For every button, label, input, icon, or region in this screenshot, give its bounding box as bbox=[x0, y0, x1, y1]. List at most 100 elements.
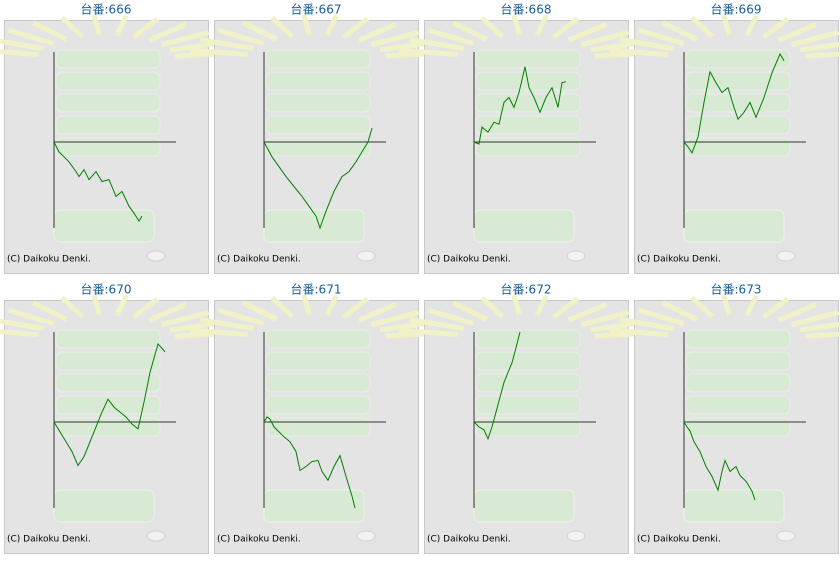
decor-ray bbox=[637, 307, 685, 326]
decor-ray bbox=[511, 294, 522, 316]
decor-box bbox=[265, 93, 371, 113]
decor-tray bbox=[473, 489, 575, 523]
decor-box bbox=[265, 395, 371, 415]
decor-box bbox=[55, 71, 161, 91]
panel-title: 台番:673 bbox=[711, 282, 762, 297]
decor-box bbox=[475, 49, 581, 69]
decor-ray bbox=[409, 317, 465, 332]
decor-coin bbox=[776, 250, 796, 262]
panel-title: 台番:669 bbox=[711, 2, 762, 17]
panel: (C) Daikoku Denki. bbox=[608, 294, 840, 554]
decor-ray bbox=[31, 20, 68, 42]
panel-title: 台番:668 bbox=[501, 2, 552, 17]
data-line bbox=[263, 416, 356, 509]
decor-ray bbox=[270, 295, 294, 319]
decor-tray bbox=[683, 489, 785, 523]
decor-ray bbox=[480, 295, 504, 319]
decor-box bbox=[55, 351, 161, 371]
decor-ray bbox=[762, 16, 790, 40]
decor-tray bbox=[473, 209, 575, 243]
decor-ray bbox=[580, 309, 630, 328]
decor-tray bbox=[263, 209, 365, 243]
decor-ray bbox=[744, 14, 759, 37]
decor-ray bbox=[0, 318, 45, 332]
decor-ray bbox=[357, 302, 397, 323]
decor-box bbox=[55, 395, 161, 415]
decor-coin bbox=[146, 250, 166, 262]
copyright: (C) Daikoku Denki. bbox=[217, 255, 301, 265]
decor-ray bbox=[619, 37, 675, 52]
decor-ray bbox=[132, 16, 160, 40]
decor-ray bbox=[805, 331, 840, 339]
data-line bbox=[53, 342, 166, 467]
decor-box bbox=[265, 115, 371, 135]
decor-box bbox=[685, 93, 791, 113]
decor-ray bbox=[580, 29, 630, 48]
decor-ray bbox=[762, 296, 790, 320]
decor-ray bbox=[324, 14, 339, 37]
data-line bbox=[473, 331, 521, 441]
copyright: (C) Daikoku Denki. bbox=[637, 535, 721, 545]
decor-ray bbox=[661, 300, 698, 322]
decor-ray bbox=[398, 47, 458, 58]
decor-ray bbox=[60, 295, 84, 319]
data-line bbox=[473, 66, 567, 145]
decor-box bbox=[475, 373, 581, 393]
decor-ray bbox=[777, 22, 817, 43]
panel-title: 台番:666 bbox=[81, 2, 132, 17]
decor-ray bbox=[301, 14, 312, 36]
decor-tray bbox=[53, 489, 155, 523]
decor-ray bbox=[552, 16, 580, 40]
decor-ray bbox=[534, 294, 549, 317]
decor-ray bbox=[324, 294, 339, 317]
decor-ray bbox=[427, 27, 475, 46]
decor-box bbox=[685, 395, 791, 415]
decor-ray bbox=[427, 307, 475, 326]
decor-box bbox=[475, 93, 581, 113]
decor-box bbox=[55, 137, 161, 157]
decor-ray bbox=[0, 49, 38, 58]
copyright: (C) Daikoku Denki. bbox=[637, 255, 721, 265]
decor-ray bbox=[409, 37, 465, 52]
decor-ray bbox=[398, 327, 458, 338]
decor-ray bbox=[217, 27, 265, 46]
decor-ray bbox=[451, 300, 488, 322]
decor-box bbox=[55, 93, 161, 113]
panel-title: 台番:667 bbox=[291, 2, 342, 17]
panel: (C) Daikoku Denki. bbox=[188, 294, 445, 554]
decor-ray bbox=[188, 327, 248, 338]
decor-ray bbox=[301, 294, 312, 316]
decor-box bbox=[685, 115, 791, 135]
decor-ray bbox=[552, 296, 580, 320]
decor-ray bbox=[160, 309, 210, 328]
decor-box bbox=[55, 115, 161, 135]
decor-ray bbox=[147, 22, 187, 43]
decor-ray bbox=[31, 300, 68, 322]
decor-box bbox=[475, 329, 581, 349]
decor-box bbox=[475, 395, 581, 415]
decor-box bbox=[265, 49, 371, 69]
decor-coin bbox=[146, 530, 166, 542]
decor-ray bbox=[241, 300, 278, 322]
copyright: (C) Daikoku Denki. bbox=[427, 535, 511, 545]
decor-box bbox=[265, 373, 371, 393]
decor-ray bbox=[721, 294, 732, 316]
decor-ray bbox=[217, 307, 265, 326]
decor-ray bbox=[199, 317, 255, 332]
decor-ray bbox=[480, 15, 504, 39]
decor-tray bbox=[683, 209, 785, 243]
panel: (C) Daikoku Denki. bbox=[398, 14, 655, 274]
decor-tray bbox=[53, 209, 155, 243]
decor-ray bbox=[805, 51, 840, 59]
decor-ray bbox=[690, 295, 714, 319]
decor-box bbox=[55, 329, 161, 349]
decor-ray bbox=[147, 302, 187, 323]
decor-ray bbox=[534, 14, 549, 37]
decor-box bbox=[685, 49, 791, 69]
decor-ray bbox=[511, 14, 522, 36]
panel-title: 台番:671 bbox=[291, 282, 342, 297]
data-line bbox=[683, 52, 785, 154]
decor-box bbox=[475, 351, 581, 371]
